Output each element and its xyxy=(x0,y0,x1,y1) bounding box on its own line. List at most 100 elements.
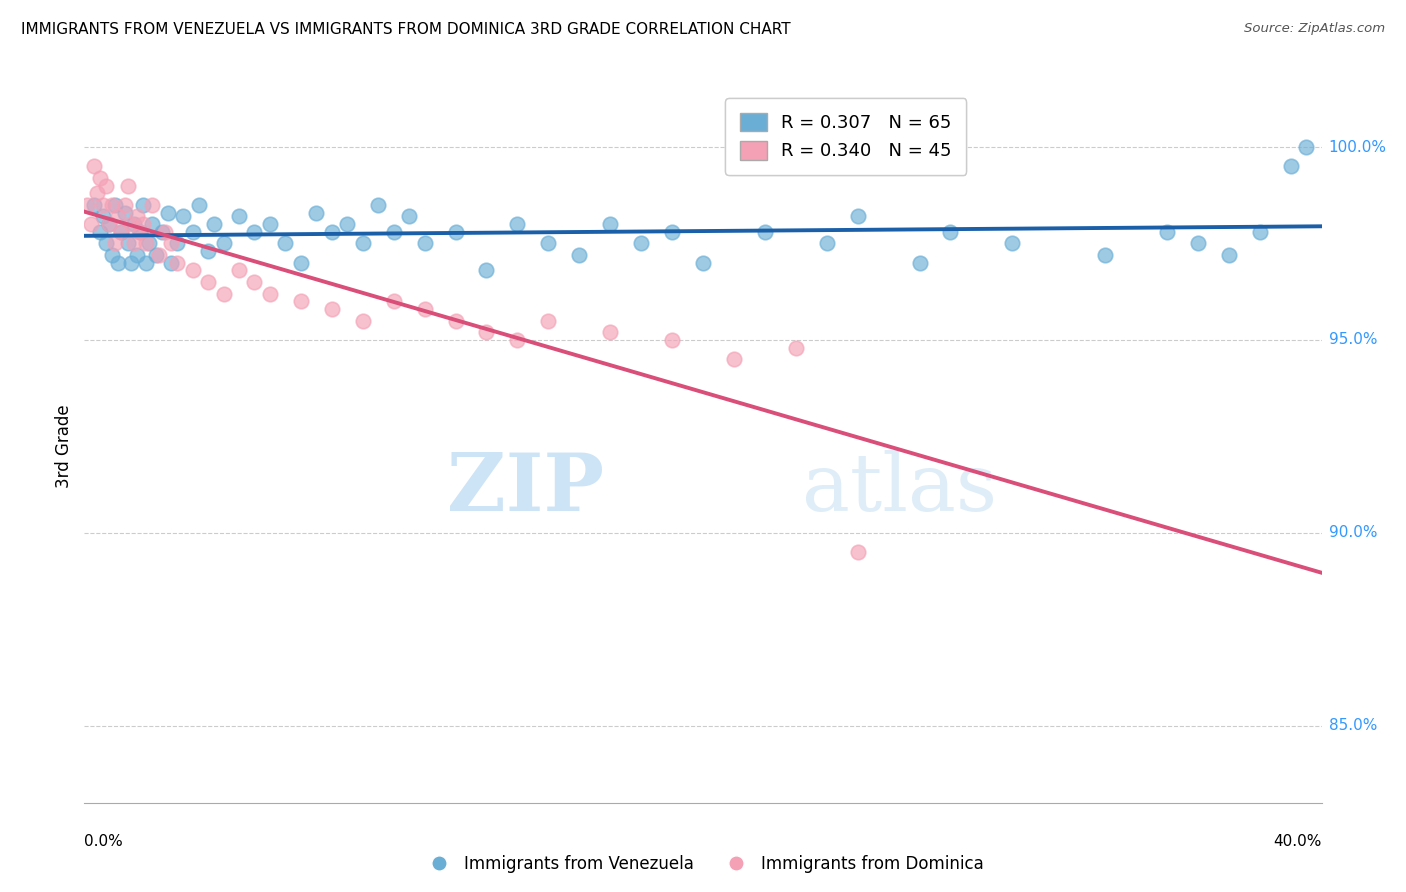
Point xyxy=(110,225,132,239)
Point xyxy=(141,198,163,212)
Point xyxy=(160,256,183,270)
Point xyxy=(76,198,98,212)
Point xyxy=(107,210,129,224)
Text: 40.0%: 40.0% xyxy=(1274,834,1322,849)
Point xyxy=(1001,236,1024,251)
Point xyxy=(506,217,529,231)
Point xyxy=(939,225,962,239)
Point xyxy=(228,263,250,277)
Point xyxy=(382,294,405,309)
Y-axis label: 3rd Grade: 3rd Grade xyxy=(55,404,73,488)
Text: 0.0%: 0.0% xyxy=(84,834,124,849)
Point xyxy=(202,217,225,231)
Point xyxy=(367,198,389,212)
Point xyxy=(117,236,139,251)
Point xyxy=(846,210,869,224)
Point xyxy=(160,236,183,251)
Point xyxy=(114,205,136,219)
Point xyxy=(181,263,204,277)
Text: 90.0%: 90.0% xyxy=(1329,525,1376,541)
Point xyxy=(132,198,155,212)
Point xyxy=(107,256,129,270)
Point xyxy=(321,301,343,316)
Point xyxy=(661,333,683,347)
Point xyxy=(135,236,157,251)
Point xyxy=(243,225,266,239)
Point xyxy=(129,225,152,239)
Point xyxy=(537,313,560,327)
Point xyxy=(274,236,297,251)
Point xyxy=(692,256,714,270)
Point xyxy=(1249,225,1271,239)
Point xyxy=(83,198,105,212)
Point xyxy=(101,248,124,262)
Point xyxy=(630,236,652,251)
Point xyxy=(475,325,498,339)
Point xyxy=(537,236,560,251)
Point xyxy=(1156,225,1178,239)
Point xyxy=(398,210,420,224)
Point xyxy=(153,225,176,239)
Point xyxy=(94,178,117,193)
Text: 100.0%: 100.0% xyxy=(1329,139,1386,154)
Point xyxy=(1187,236,1209,251)
Point xyxy=(1279,159,1302,173)
Point xyxy=(413,236,436,251)
Text: 85.0%: 85.0% xyxy=(1329,718,1376,733)
Text: 95.0%: 95.0% xyxy=(1329,333,1376,347)
Point xyxy=(89,170,111,185)
Point xyxy=(599,217,621,231)
Point xyxy=(104,236,127,251)
Point xyxy=(110,225,132,239)
Point xyxy=(120,256,142,270)
Point xyxy=(94,236,117,251)
Text: Source: ZipAtlas.com: Source: ZipAtlas.com xyxy=(1244,22,1385,36)
Point xyxy=(506,333,529,347)
Point xyxy=(83,159,105,173)
Point xyxy=(568,248,591,262)
Point xyxy=(166,236,188,251)
Point xyxy=(122,217,145,231)
Point xyxy=(846,545,869,559)
Point xyxy=(228,210,250,224)
Point xyxy=(197,275,219,289)
Point xyxy=(91,198,114,212)
Point xyxy=(138,236,160,251)
Point xyxy=(1094,248,1116,262)
Point xyxy=(150,225,173,239)
Point xyxy=(125,210,148,224)
Point xyxy=(86,186,108,201)
Point xyxy=(444,225,467,239)
Point xyxy=(166,256,188,270)
Point xyxy=(290,294,312,309)
Point xyxy=(723,352,745,367)
Point xyxy=(212,236,235,251)
Point xyxy=(661,225,683,239)
Point xyxy=(305,205,328,219)
Point xyxy=(413,301,436,316)
Point xyxy=(120,217,142,231)
Point xyxy=(141,217,163,231)
Point xyxy=(815,236,838,251)
Point xyxy=(156,205,179,219)
Point xyxy=(122,236,145,251)
Point xyxy=(114,198,136,212)
Point xyxy=(475,263,498,277)
Point xyxy=(135,256,157,270)
Point xyxy=(98,217,121,231)
Point xyxy=(336,217,359,231)
Point xyxy=(1218,248,1240,262)
Point xyxy=(259,286,281,301)
Text: ZIP: ZIP xyxy=(447,450,605,528)
Text: IMMIGRANTS FROM VENEZUELA VS IMMIGRANTS FROM DOMINICA 3RD GRADE CORRELATION CHAR: IMMIGRANTS FROM VENEZUELA VS IMMIGRANTS … xyxy=(21,22,790,37)
Point xyxy=(132,217,155,231)
Point xyxy=(908,256,931,270)
Point xyxy=(187,198,209,212)
Point xyxy=(148,248,170,262)
Point xyxy=(290,256,312,270)
Point xyxy=(129,225,152,239)
Point xyxy=(79,217,101,231)
Point xyxy=(104,198,127,212)
Point xyxy=(117,178,139,193)
Point xyxy=(145,248,167,262)
